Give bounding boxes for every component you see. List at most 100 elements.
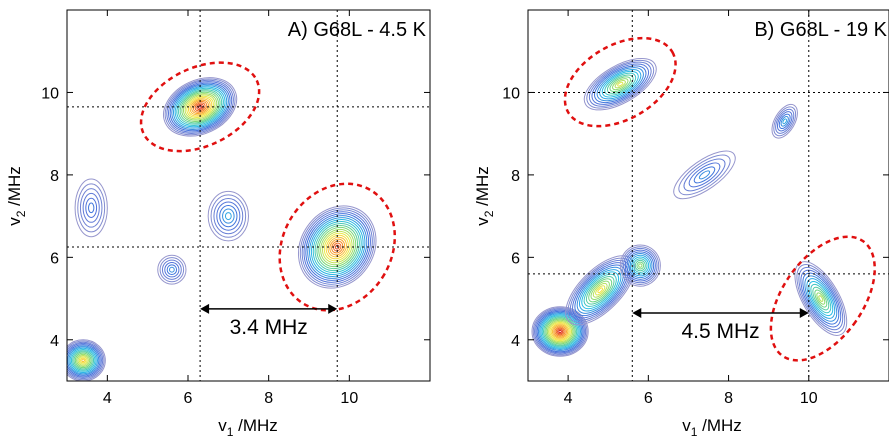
contour-b-3-8 — [540, 314, 580, 349]
contour-b-3-21 — [557, 328, 564, 335]
y-tick-label-a-8: 8 — [50, 168, 59, 185]
contour-a-3-9 — [70, 348, 96, 372]
contour-b-4-13 — [592, 282, 608, 298]
contour-a-3-17 — [81, 358, 85, 363]
arrow-head-left-b — [632, 307, 642, 318]
contour-b-2-10 — [812, 286, 830, 311]
contour-b-5-5 — [626, 251, 655, 280]
contour-a-2-20 — [333, 242, 342, 252]
contour-a-3-5 — [67, 344, 101, 377]
contour-a-2-19 — [331, 240, 344, 254]
contour-b-6-7 — [782, 118, 788, 125]
span-label-bg-a — [222, 313, 315, 340]
contour-a-1-17 — [189, 98, 211, 116]
x-tick-label-b-10: 10 — [800, 390, 818, 407]
contour-b-2-6 — [804, 275, 838, 322]
contour-b-3-2 — [532, 307, 588, 356]
contour-a-6-2 — [77, 183, 106, 233]
contour-a-2-6 — [307, 215, 368, 279]
contour-a-1-5 — [169, 82, 231, 132]
contour-a-2-14 — [321, 230, 353, 264]
x-tick-label-a-4: 4 — [103, 390, 112, 407]
contour-a-1-7 — [173, 85, 228, 129]
contour-b-6-4 — [776, 111, 793, 132]
contour-b-5-4 — [624, 249, 656, 282]
contour-plot-a: 3.4 MHz — [67, 10, 430, 381]
contour-b-3-16 — [550, 323, 570, 340]
x-axis-label-a: v1 /MHz — [218, 416, 278, 437]
contour-a-3-3 — [67, 341, 104, 380]
contour-a-1-11 — [179, 90, 221, 124]
contour-a-3-11 — [73, 351, 93, 370]
arrow-head-left-a — [200, 303, 210, 314]
arrow-head-right-b — [799, 307, 809, 318]
contour-b-5-12 — [638, 263, 643, 268]
contour-b-3-22 — [558, 329, 562, 334]
span-label-bg-b — [674, 317, 767, 344]
contour-b-1-2 — [586, 59, 655, 109]
contour-a-2-3 — [301, 209, 373, 285]
contour-a-2-18 — [329, 238, 346, 256]
contour-a-6-5 — [85, 197, 98, 218]
contour-b-7-5 — [693, 166, 716, 184]
contour-a-1-16 — [187, 97, 213, 117]
contour-a-3-8 — [69, 347, 97, 374]
contour-b-7-6 — [698, 170, 711, 180]
peak-b-2 — [794, 261, 848, 336]
contour-a-1-22 — [197, 105, 203, 109]
contour-b-1-11 — [609, 76, 632, 93]
y-tick-label-b-10: 10 — [502, 85, 520, 102]
contour-a-2-5 — [305, 213, 370, 281]
x-tick-label-b-6: 6 — [644, 390, 653, 407]
contour-b-3-12 — [545, 318, 575, 345]
contour-b-3-3 — [534, 308, 587, 355]
contour-a-5-4 — [164, 261, 180, 278]
contour-a-1-19 — [192, 101, 208, 113]
y-tick-label-b-8: 8 — [511, 168, 520, 185]
contour-b-3-11 — [544, 317, 576, 346]
contour-a-2-4 — [303, 211, 371, 283]
contour-a-5-2 — [159, 257, 185, 283]
contour-a-4-2 — [210, 194, 247, 238]
contour-a-2-1 — [297, 205, 377, 289]
contour-b-2-5 — [802, 272, 840, 325]
contour-a-5-6 — [169, 266, 175, 273]
x-axis-label-b: v1 /MHz — [682, 416, 742, 437]
x-tick-label-a-8: 8 — [264, 390, 273, 407]
contour-a-1-8 — [174, 86, 226, 128]
peak-a-2 — [297, 205, 377, 289]
contour-b-1-9 — [604, 72, 637, 96]
contour-b-2-12 — [816, 292, 826, 305]
contour-a-1-18 — [191, 99, 209, 115]
contour-a-2-12 — [318, 226, 357, 268]
contour-a-1-6 — [171, 83, 229, 130]
contour-b-4-15 — [597, 287, 603, 294]
contour-b-5-9 — [633, 258, 648, 273]
contour-a-2-11 — [316, 224, 359, 270]
panel-title-a: A) G68L - 4.5 K — [288, 19, 427, 41]
contour-a-3-12 — [74, 352, 92, 369]
contour-b-4-8 — [581, 271, 620, 310]
contour-b-7-1 — [673, 150, 736, 200]
contour-b-5-6 — [628, 253, 653, 279]
contour-a-1-9 — [176, 87, 224, 126]
contour-a-4-3 — [213, 197, 244, 235]
contour-b-3-7 — [539, 313, 582, 351]
peak-a-5 — [157, 254, 187, 285]
contour-a-3-13 — [76, 353, 91, 367]
contour-a-5-5 — [166, 264, 178, 276]
contour-b-4-5 — [574, 264, 626, 317]
contour-b-3-18 — [553, 325, 567, 338]
contour-a-1-12 — [181, 91, 219, 122]
contour-a-4-4 — [216, 201, 241, 231]
contour-a-3-14 — [77, 355, 89, 366]
x-tick-label-b-4: 4 — [564, 390, 573, 407]
contour-a-3-15 — [78, 356, 88, 365]
contour-b-5-3 — [623, 247, 658, 284]
contour-b-3-6 — [537, 311, 583, 352]
contour-b-1-5 — [594, 65, 647, 104]
contour-a-2-21 — [334, 244, 340, 250]
contour-b-3-17 — [551, 324, 569, 339]
peak-a-1 — [163, 77, 238, 137]
